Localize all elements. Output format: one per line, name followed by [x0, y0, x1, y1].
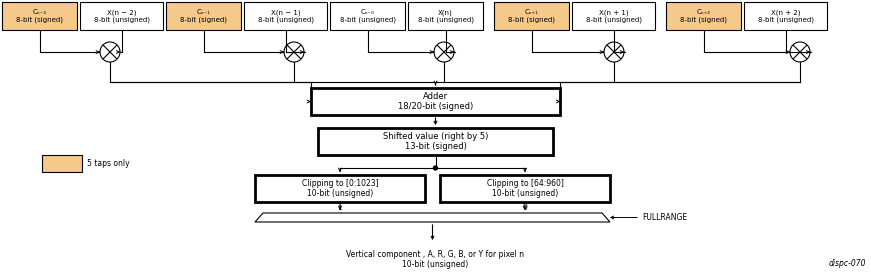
Text: FULLRANGE: FULLRANGE [642, 213, 687, 222]
Bar [166, 2, 241, 30]
Text: Clipping to [64:960]
10-bit (unsigned): Clipping to [64:960] 10-bit (unsigned) [487, 179, 564, 198]
Text: X(n + 2)
8-bit (unsigned): X(n + 2) 8-bit (unsigned) [758, 9, 814, 23]
Text: 0: 0 [523, 203, 528, 212]
Text: Cₙ₋₀
8-bit (unsigned): Cₙ₋₀ 8-bit (unsigned) [340, 9, 395, 23]
Bar [2, 2, 77, 30]
Circle shape [434, 166, 437, 170]
Text: X(n − 2)
8-bit (unsigned): X(n − 2) 8-bit (unsigned) [93, 9, 150, 23]
Text: X(n + 1)
8-bit (unsigned): X(n + 1) 8-bit (unsigned) [585, 9, 642, 23]
Text: Vertical component , A, R, G, B, or Y for pixel n
10-bit (unsigned): Vertical component , A, R, G, B, or Y fo… [346, 250, 524, 269]
Bar [80, 2, 163, 30]
Text: 1: 1 [338, 203, 342, 212]
Polygon shape [255, 213, 610, 222]
Bar [408, 2, 483, 30]
Text: dispc-070: dispc-070 [828, 259, 866, 268]
Bar [42, 155, 82, 172]
Text: Adder
18/20-bit (signed): Adder 18/20-bit (signed) [398, 92, 473, 111]
Bar [666, 2, 741, 30]
Bar [440, 175, 610, 202]
Text: X(n)
8-bit (unsigned): X(n) 8-bit (unsigned) [417, 9, 474, 23]
Text: Cₙ₊₂
8-bit (signed): Cₙ₊₂ 8-bit (signed) [680, 9, 727, 23]
Text: 5 taps only: 5 taps only [87, 159, 130, 168]
Bar [494, 2, 569, 30]
Bar [744, 2, 827, 30]
Bar [244, 2, 327, 30]
Bar [255, 175, 425, 202]
Text: Clipping to [0:1023]
10-bit (unsigned): Clipping to [0:1023] 10-bit (unsigned) [301, 179, 378, 198]
Text: Cₙ₊₁
8-bit (signed): Cₙ₊₁ 8-bit (signed) [508, 9, 555, 23]
Text: Cₙ₋₁
8-bit (signed): Cₙ₋₁ 8-bit (signed) [180, 9, 227, 23]
Bar [318, 128, 553, 155]
Text: Cₙ₋₂
8-bit (signed): Cₙ₋₂ 8-bit (signed) [16, 9, 63, 23]
Bar [330, 2, 405, 30]
Text: Shifted value (right by 5)
13-bit (signed): Shifted value (right by 5) 13-bit (signe… [383, 132, 488, 151]
Bar [572, 2, 655, 30]
Bar [311, 88, 560, 115]
Text: X(n − 1)
8-bit (unsigned): X(n − 1) 8-bit (unsigned) [258, 9, 314, 23]
